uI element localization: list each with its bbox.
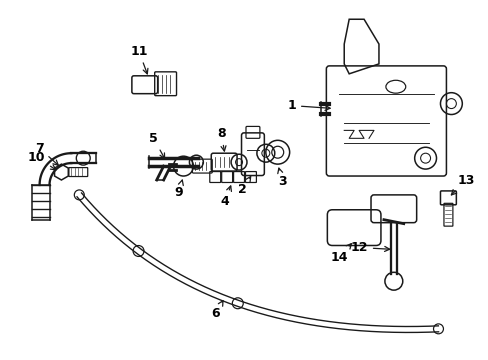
Text: 10: 10 (28, 151, 56, 170)
Text: 3: 3 (277, 168, 286, 189)
Text: 9: 9 (174, 180, 183, 199)
Text: 6: 6 (210, 301, 223, 320)
Text: 2: 2 (237, 176, 250, 197)
Text: 7: 7 (35, 142, 58, 165)
Text: 1: 1 (286, 99, 329, 112)
Text: 14: 14 (330, 244, 351, 264)
Text: 12: 12 (349, 241, 389, 254)
Text: 11: 11 (130, 45, 147, 74)
Text: 5: 5 (149, 132, 164, 158)
Text: 4: 4 (220, 186, 231, 208)
Text: 13: 13 (450, 174, 474, 195)
Text: 8: 8 (216, 127, 225, 151)
